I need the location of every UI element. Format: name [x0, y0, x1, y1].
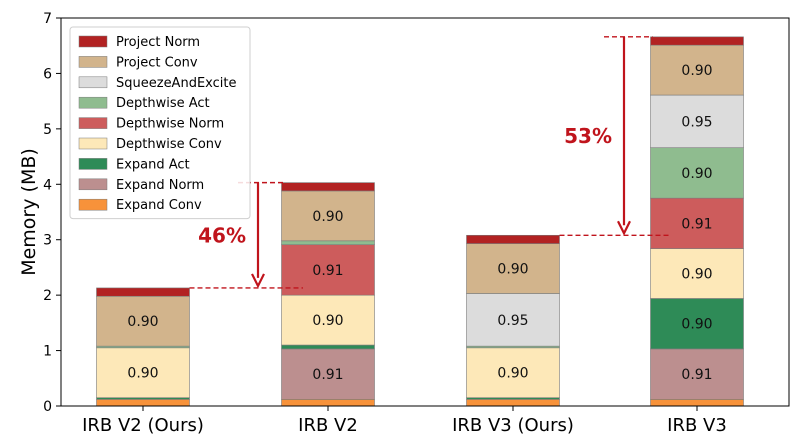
bar-segment-project-norm [281, 182, 375, 192]
bar-segment-project-norm [96, 287, 190, 297]
x-tick-label: IRB V3 (Ours) [452, 415, 574, 436]
legend-swatch [78, 56, 108, 68]
y-tick-label: 7 [43, 11, 52, 27]
y-tick-label: 3 [43, 233, 52, 249]
bar-segment-depthwise-norm [650, 197, 744, 249]
data-label: 0.91 [312, 263, 343, 279]
data-label: 0.90 [312, 313, 343, 329]
data-label: 0.91 [681, 367, 712, 383]
legend-box [69, 26, 251, 220]
y-axis-label: Memory (MB) [18, 148, 40, 276]
bar-segment-project-conv [281, 190, 375, 242]
reduction-annotation: 46% [189, 181, 303, 289]
legend-label: SqueezeAndExcite [116, 76, 236, 91]
bar-segment-expand-act [650, 298, 744, 350]
legend-label: Depthwise Act [116, 96, 210, 111]
legend-label: Expand Norm [116, 178, 204, 193]
bar-segment-expand-norm [650, 348, 744, 400]
y-tick-label: 4 [43, 177, 52, 193]
y-tick-label: 0 [43, 399, 52, 415]
x-tick-label: IRB V3 [667, 415, 727, 436]
data-label: 0.90 [681, 63, 712, 79]
bar-segment-expand-conv [466, 399, 560, 407]
legend-swatch [78, 96, 108, 109]
bar-segment-depthwise-norm [281, 244, 375, 296]
legend-swatch [78, 117, 108, 129]
data-label: 0.90 [681, 317, 712, 333]
bar-segment-depthwise-conv [466, 347, 560, 398]
bar-segment-depthwise-conv [96, 347, 190, 398]
bar-segment-depthwise-conv [650, 248, 744, 299]
bar-segment-expand-conv [96, 399, 190, 407]
bar-segment-squeezeandexcite [650, 94, 744, 149]
data-label: 0.95 [497, 313, 528, 329]
bar-segment-project-norm [650, 36, 744, 46]
bar-segment-depthwise-conv [281, 294, 375, 346]
y-tick-label: 6 [43, 66, 52, 82]
data-label: 0.90 [312, 209, 343, 225]
legend-label: Depthwise Norm [116, 117, 224, 132]
reduction-annotation: 53% [559, 36, 669, 236]
data-label: 0.90 [681, 267, 712, 283]
bar-segment-depthwise-act [650, 147, 744, 199]
bar-segment-project-conv [466, 243, 560, 294]
legend-label: Project Norm [116, 35, 200, 50]
x-tick-label: IRB V2 (Ours) [82, 415, 204, 436]
annotations-layer: 46% 53% [189, 36, 669, 289]
bar-segment-expand-conv [650, 399, 744, 407]
bar-segment-squeezeandexcite [466, 293, 560, 347]
bars-layer: 0.90 0.90 0.91 0.90 0.91 0.90 0.90 0.95 0.90 0.91… [96, 36, 744, 407]
data-label: 0.91 [312, 367, 343, 383]
legend-label: Expand Act [116, 157, 190, 172]
data-label: 0.90 [127, 366, 158, 382]
legend-swatch [78, 137, 108, 150]
data-label: 0.95 [681, 114, 712, 130]
bar-segment-expand-norm [281, 348, 375, 400]
legend-swatch [78, 76, 108, 89]
legend-swatch [78, 35, 108, 48]
bar-segment-expand-act [281, 344, 375, 350]
data-label: 0.90 [497, 262, 528, 278]
data-label: 0.90 [497, 366, 528, 382]
data-label: 0.91 [681, 216, 712, 232]
bar-segment-project-conv [650, 44, 744, 96]
legend-swatch [78, 158, 108, 170]
legend-label: Depthwise Conv [116, 137, 222, 152]
bar-segment-depthwise-act [281, 240, 375, 246]
y-tick-label: 5 [43, 122, 52, 138]
legend-label: Expand Conv [116, 198, 202, 213]
bar-segment-expand-conv [281, 399, 375, 407]
data-label: 0.90 [681, 166, 712, 182]
legend-swatch [78, 198, 108, 211]
legend-swatch [78, 178, 108, 191]
ticks-layer: 0 1 2 3 4 5 6 7 IRB V2 (Ours) IRB V2 IRB V3 (Ours)… [43, 11, 727, 436]
reduction-label: 53% [564, 124, 612, 148]
y-tick-label: 1 [43, 344, 52, 360]
axes-frame [60, 17, 790, 407]
bar-segment-project-conv [96, 295, 190, 347]
y-tick-label: 2 [43, 288, 52, 304]
bar-segment-project-norm [466, 234, 560, 244]
x-tick-label: IRB V2 [298, 415, 358, 436]
data-label: 0.90 [127, 314, 158, 330]
legend-label: Project Conv [116, 55, 198, 70]
reduction-label: 46% [198, 223, 246, 247]
legend: Project Norm Project Conv SqueezeAndExcite… [69, 26, 251, 220]
